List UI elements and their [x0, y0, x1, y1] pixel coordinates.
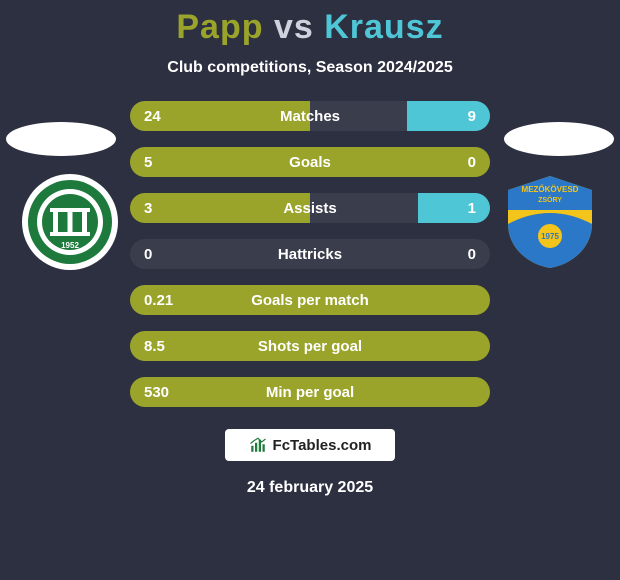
page-title: Papp vs Krausz	[176, 8, 443, 47]
chart-icon	[249, 436, 267, 454]
player-right-placeholder	[504, 122, 614, 156]
crest-right-text-mid: ZSÓRY	[538, 195, 562, 204]
crest-left-year-top: 2006	[61, 195, 79, 204]
stat-label: Matches	[280, 108, 340, 125]
stat-value-left: 24	[144, 101, 161, 131]
brand-text: FcTables.com	[273, 437, 372, 454]
club-crest-right: MEZŐKÖVESD ZSÓRY 1975	[500, 172, 600, 272]
stat-row: 0.21 Goals per match	[130, 285, 490, 315]
stat-row: 530 Min per goal	[130, 377, 490, 407]
stat-bar-right	[418, 193, 490, 223]
player-right-name: Krausz	[324, 8, 443, 46]
stat-row: 3 1 Assists	[130, 193, 490, 223]
stat-value-left: 0	[144, 239, 152, 269]
stat-value-right: 1	[468, 193, 476, 223]
subtitle: Club competitions, Season 2024/2025	[167, 59, 452, 77]
stat-value-right: 9	[468, 101, 476, 131]
crest-left-year-bottom: 1952	[61, 241, 79, 250]
stat-row: 0 0 Hattricks	[130, 239, 490, 269]
brand-badge: FcTables.com	[225, 429, 395, 461]
player-left-placeholder	[6, 122, 116, 156]
stat-label: Assists	[283, 200, 336, 217]
player-left-name: Papp	[176, 8, 263, 46]
stat-row: 24 9 Matches	[130, 101, 490, 131]
stat-label: Goals per match	[251, 292, 369, 309]
stat-bar-right	[407, 101, 490, 131]
stat-value-left: 3	[144, 193, 152, 223]
stat-label: Shots per goal	[258, 338, 362, 355]
stat-value-left: 5	[144, 147, 152, 177]
vs-text: vs	[274, 8, 314, 46]
stat-label: Min per goal	[266, 384, 354, 401]
stat-value-right: 0	[468, 239, 476, 269]
stat-row: 5 0 Goals	[130, 147, 490, 177]
crest-right-text-top: MEZŐKÖVESD	[522, 185, 579, 194]
stat-row: 8.5 Shots per goal	[130, 331, 490, 361]
stat-label: Hattricks	[278, 246, 342, 263]
stat-value-left: 8.5	[144, 331, 165, 361]
footer-date: 24 february 2025	[247, 479, 373, 497]
stat-value-left: 530	[144, 377, 169, 407]
stat-value-right: 0	[468, 147, 476, 177]
club-crest-left: 2006 1952	[20, 172, 120, 272]
crest-right-year: 1975	[541, 232, 559, 241]
stats-container: 24 9 Matches 5 0 Goals 3 1 Assists 0 0 Hattricks 0.2…	[130, 101, 490, 407]
stat-label: Goals	[289, 154, 331, 171]
stat-value-left: 0.21	[144, 285, 173, 315]
